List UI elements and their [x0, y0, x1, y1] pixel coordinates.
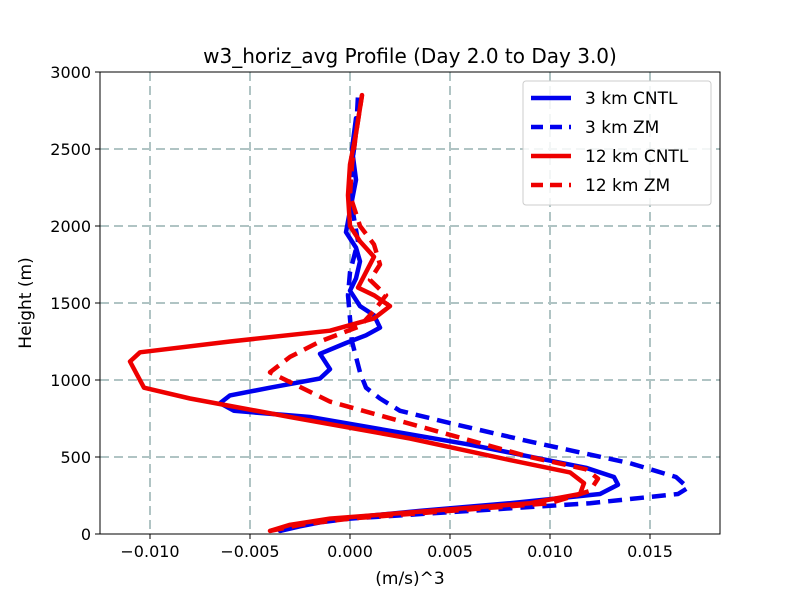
y-tick-label: 500 [60, 448, 91, 467]
x-tick-label: 0.000 [327, 542, 373, 561]
x-tick-label: 0.005 [427, 542, 473, 561]
y-tick-label: 1500 [50, 294, 91, 313]
series-line-3-km-zm [279, 94, 691, 534]
legend-label: 3 km ZM [585, 118, 659, 138]
legend-label: 12 km ZM [585, 176, 670, 196]
series-line-12-km-zm [267, 94, 601, 534]
y-tick-label: 1000 [50, 371, 91, 390]
x-tick-label: 0.015 [627, 542, 673, 561]
y-tick-label: 3000 [50, 63, 91, 82]
y-tick-label: 0 [81, 525, 91, 544]
series-lines [127, 92, 691, 534]
y-axis-label: Height (m) [16, 257, 36, 348]
y-tick-label: 2000 [50, 217, 91, 236]
x-tick-label: 0.010 [527, 542, 573, 561]
x-axis-label: (m/s)^3 [375, 569, 444, 589]
x-tick-label: −0.010 [120, 542, 179, 561]
axis-ticks: −0.010 −0.005 0.000 0.005 0.010 0.015 0 500 1000… [50, 63, 673, 561]
legend: 3 km CNTL 3 km ZM 12 km CNTL 12 km ZM [522, 80, 712, 206]
y-tick-label: 2500 [50, 140, 91, 159]
x-tick-label: −0.005 [220, 542, 279, 561]
legend-box [522, 80, 712, 206]
chart-title: w3_horiz_avg Profile (Day 2.0 to Day 3.0… [203, 44, 617, 68]
legend-label: 3 km CNTL [585, 89, 678, 109]
series-line-3-km-cntl [217, 115, 621, 534]
legend-label: 12 km CNTL [585, 147, 689, 167]
series-line-12-km-cntl [127, 92, 587, 534]
